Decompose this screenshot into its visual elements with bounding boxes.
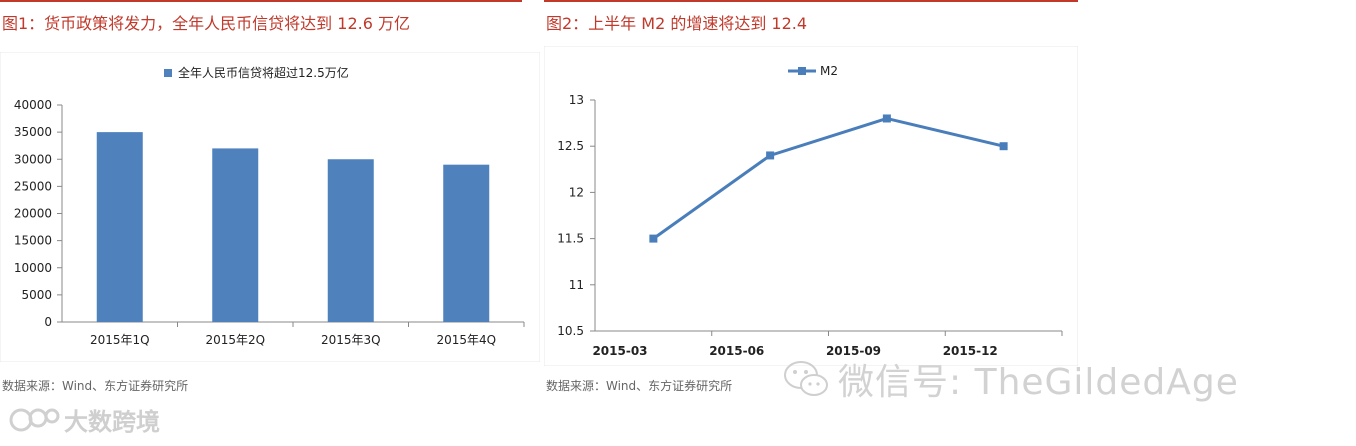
bar (212, 148, 259, 322)
brand-text: 大数跨境 (64, 408, 160, 436)
x-tick-label: 2015年1Q (90, 333, 150, 347)
x-tick-label: 2015年3Q (321, 333, 381, 347)
x-tick-label: 2015-12 (943, 344, 998, 358)
y-tick-label: 11.5 (557, 232, 584, 246)
wechat-id-text: 微信号: TheGildedAge (838, 362, 1239, 403)
y-tick-label: 30000 (14, 152, 52, 166)
x-tick-label: 2015-09 (826, 344, 881, 358)
series-line (652, 116, 1004, 240)
data-point (766, 151, 775, 160)
x-tick-label: 2015-03 (592, 344, 647, 358)
legend-label: M2 (820, 64, 838, 78)
figure1-top-rule (0, 0, 522, 2)
data-point (882, 114, 891, 123)
y-tick-label: 5000 (21, 288, 52, 302)
brand-watermark: 大数跨境 (8, 402, 160, 437)
y-tick-label: 0 (44, 315, 52, 329)
legend-label: 全年人民币信贷将超过12.5万亿 (178, 65, 349, 80)
data-point (649, 234, 658, 243)
bar-chart: 0 5000 10000 15000 20000 25000 30000 35000 40000… (0, 52, 540, 362)
bar (327, 159, 374, 322)
wechat-watermark: 微信号: TheGildedAge (782, 353, 1239, 405)
y-tick-label: 20000 (14, 207, 52, 221)
brand-logo-icon (9, 408, 60, 431)
y-tick-label: 15000 (14, 234, 52, 248)
y-tick-label: 40000 (14, 98, 52, 112)
y-tick-label: 35000 (14, 125, 52, 139)
figure1-panel: 图1：货币政策将发力，全年人民币信贷将达到 12.6 万亿 (0, 0, 522, 34)
wechat-icon (784, 361, 828, 396)
figure2-top-rule (544, 0, 1078, 2)
data-point (999, 142, 1008, 151)
line-chart: 10.5 11 11.5 12 12.5 13 2015-03 2015-06 2015-09 2… (544, 46, 1078, 366)
y-tick-label: 10000 (14, 261, 52, 275)
x-tick-label: 2015年2Q (205, 333, 265, 347)
y-tick-label: 13 (569, 93, 584, 107)
y-tick-label: 10.5 (557, 324, 584, 338)
legend-marker (798, 67, 806, 75)
y-tick-label: 12 (569, 185, 584, 199)
chart-frame (544, 46, 1078, 366)
y-tick-label: 11 (569, 278, 584, 292)
figure2-title: 图2：上半年 M2 的增速将达到 12.4 (546, 14, 808, 33)
figure2-panel: 图2：上半年 M2 的增速将达到 12.4 (544, 0, 1078, 34)
bar (443, 164, 490, 322)
y-tick-label: 25000 (14, 179, 52, 193)
figure1-title: 图1：货币政策将发力，全年人民币信贷将达到 12.6 万亿 (2, 14, 410, 33)
bar (96, 132, 143, 322)
y-tick-label: 12.5 (557, 139, 584, 153)
legend-swatch (164, 69, 172, 77)
x-tick-label: 2015年4Q (436, 333, 496, 347)
x-tick-label: 2015-06 (709, 344, 764, 358)
figure1-source: 数据来源：Wind、东方证券研究所 (2, 379, 189, 393)
figure2-source: 数据来源：Wind、东方证券研究所 (546, 379, 733, 393)
